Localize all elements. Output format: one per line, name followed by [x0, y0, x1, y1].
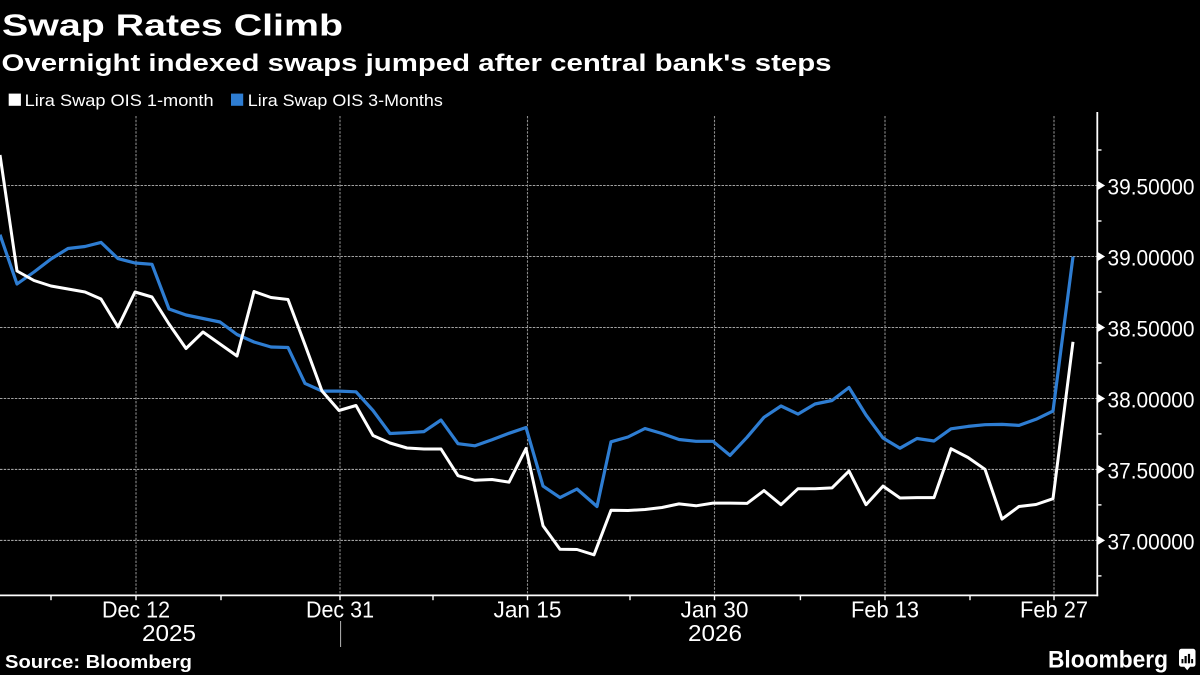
svg-text:2025: 2025 — [142, 620, 196, 646]
svg-text:39.50000: 39.50000 — [1108, 175, 1195, 200]
svg-text:Dec 12: Dec 12 — [102, 597, 170, 623]
svg-text:Lira Swap OIS 3-Months: Lira Swap OIS 3-Months — [248, 91, 443, 110]
svg-text:Dec 31: Dec 31 — [306, 597, 374, 623]
svg-text:Lira Swap OIS 1-month: Lira Swap OIS 1-month — [25, 91, 214, 110]
svg-text:Bloomberg: Bloomberg — [1048, 646, 1168, 673]
svg-text:Feb 27: Feb 27 — [1020, 597, 1088, 623]
svg-text:Jan 30: Jan 30 — [681, 597, 749, 623]
svg-text:Overnight indexed swaps jumped: Overnight indexed swaps jumped after cen… — [2, 50, 832, 77]
svg-text:37.00000: 37.00000 — [1108, 530, 1195, 555]
svg-text:38.50000: 38.50000 — [1108, 317, 1195, 342]
svg-text:Swap Rates Climb: Swap Rates Climb — [2, 7, 343, 42]
svg-text:39.00000: 39.00000 — [1108, 246, 1195, 271]
svg-text:2026: 2026 — [688, 620, 742, 646]
svg-text:Jan 15: Jan 15 — [494, 597, 562, 623]
svg-text:37.50000: 37.50000 — [1108, 459, 1195, 484]
svg-text:Source: Bloomberg: Source: Bloomberg — [5, 652, 192, 672]
svg-text:Feb 13: Feb 13 — [851, 597, 919, 623]
svg-text:38.00000: 38.00000 — [1108, 388, 1195, 413]
